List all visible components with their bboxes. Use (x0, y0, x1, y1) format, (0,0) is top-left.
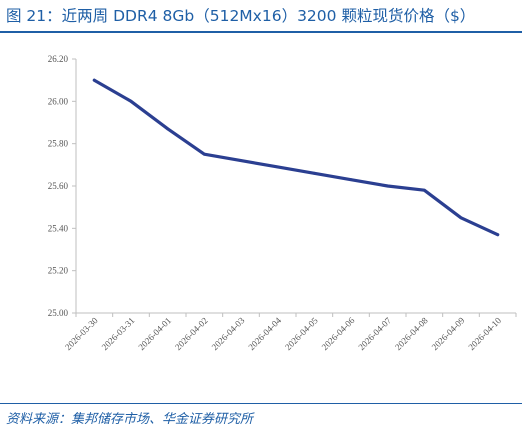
x-tick-label: 2026-04-09 (430, 315, 467, 352)
x-tick-label: 2026-04-07 (356, 315, 393, 352)
series-layer (92, 78, 500, 237)
data-point (422, 188, 426, 192)
y-tick-label: 25.20 (48, 266, 69, 276)
title-rule (0, 31, 522, 33)
source-note: 资料来源：集邦储存市场、华金证券研究所 (6, 412, 254, 427)
data-point (92, 78, 96, 82)
data-point (496, 233, 500, 237)
y-tick-label: 25.00 (48, 308, 69, 318)
chart-title: 图 21：近两周 DDR4 8Gb（512Mx16）3200 颗粒现货价格（$） (6, 7, 476, 25)
y-tick-label: 25.60 (48, 181, 69, 191)
y-tick-label: 25.40 (48, 223, 69, 233)
data-point (276, 165, 280, 169)
data-point (386, 184, 390, 188)
data-point (166, 127, 170, 131)
data-point (312, 171, 316, 175)
x-tick-label: 2026-04-02 (173, 315, 210, 352)
x-axis: 2026-03-30 2026-03-31 2026-04-01 2026-04-02… (63, 312, 517, 352)
price-line-chart: 25.00 25.20 25.40 25.60 25.80 26.00 26.20 2026… (48, 54, 517, 352)
x-tick-label: 2026-04-01 (136, 315, 173, 352)
series-line (92, 78, 500, 237)
x-tick-label: 2026-04-10 (466, 315, 503, 352)
y-tick-label: 25.80 (48, 139, 69, 149)
y-tick-label: 26.00 (48, 96, 69, 106)
x-tick-label: 2026-04-05 (283, 315, 320, 352)
data-point (202, 152, 206, 156)
y-axis: 25.00 25.20 25.40 25.60 25.80 26.00 26.20 (48, 54, 77, 318)
data-point (239, 159, 243, 162)
data-point (129, 99, 133, 103)
x-tick-label: 2026-04-06 (320, 315, 357, 352)
y-tick-label: 26.20 (48, 54, 69, 64)
x-tick-label: 2026-04-04 (246, 315, 283, 352)
x-tick-label: 2026-03-30 (63, 315, 100, 352)
x-tick-label: 2026-04-03 (210, 315, 247, 352)
source-rule (0, 403, 522, 404)
x-tick-label: 2026-03-31 (100, 315, 137, 352)
data-point (459, 216, 463, 220)
x-tick-label: 2026-04-08 (393, 315, 430, 352)
data-point (349, 178, 353, 182)
